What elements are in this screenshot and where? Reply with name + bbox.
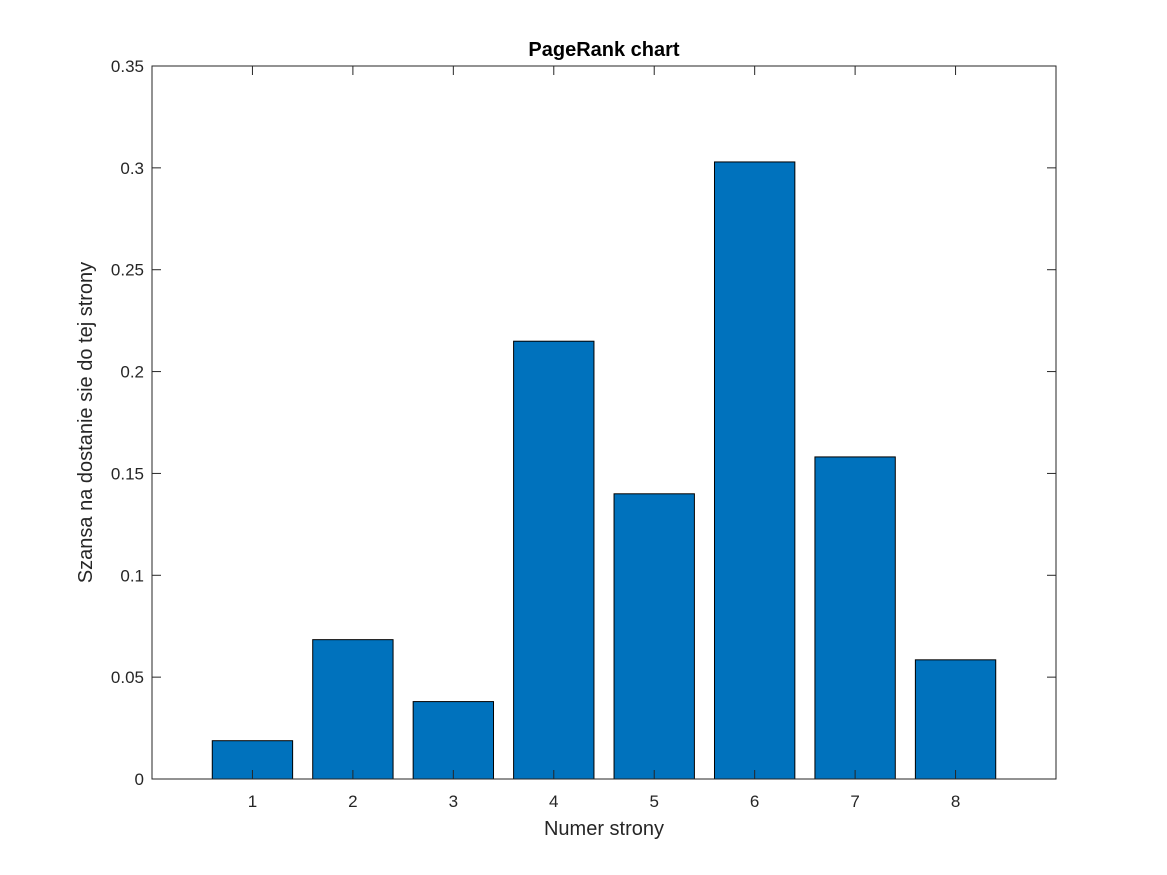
x-axis-label: Numer strony [544, 818, 664, 840]
x-tick-label: 4 [549, 792, 558, 811]
bar-3 [412, 701, 495, 780]
y-tick-label: 0.2 [120, 363, 144, 382]
bar-2 [312, 639, 394, 780]
x-tick-label: 1 [248, 792, 257, 811]
y-axis: 0 0.05 0.1 0.15 0.2 0.25 0.3 0.35 [111, 57, 1056, 789]
y-tick-label: 0.25 [111, 261, 144, 280]
plot-area-border [151, 65, 1057, 780]
bar-6 [713, 161, 796, 780]
x-tick-label: 7 [850, 792, 859, 811]
x-tick-label: 2 [348, 792, 357, 811]
bar-8 [914, 659, 997, 780]
y-tick-label: 0.3 [120, 159, 144, 178]
x-tick-label: 6 [750, 792, 759, 811]
y-axis-label: Szansa na dostanie sie do tej strony [75, 262, 97, 583]
y-tick-label: 0.35 [111, 57, 144, 76]
bar-4 [513, 340, 595, 780]
bar-5 [613, 493, 695, 780]
y-tick-label: 0 [135, 770, 144, 789]
chart-title: PageRank chart [528, 39, 680, 61]
x-tick-label: 3 [449, 792, 458, 811]
x-tick-label: 8 [951, 792, 960, 811]
x-tick-label: 5 [649, 792, 658, 811]
y-tick-label: 0.1 [120, 566, 144, 585]
bar-7 [814, 456, 896, 780]
x-axis: 1 2 3 4 5 6 7 8 [248, 66, 960, 811]
y-tick-label: 0.05 [111, 668, 144, 687]
bars-group [211, 161, 997, 780]
y-tick-label: 0.15 [111, 464, 144, 483]
